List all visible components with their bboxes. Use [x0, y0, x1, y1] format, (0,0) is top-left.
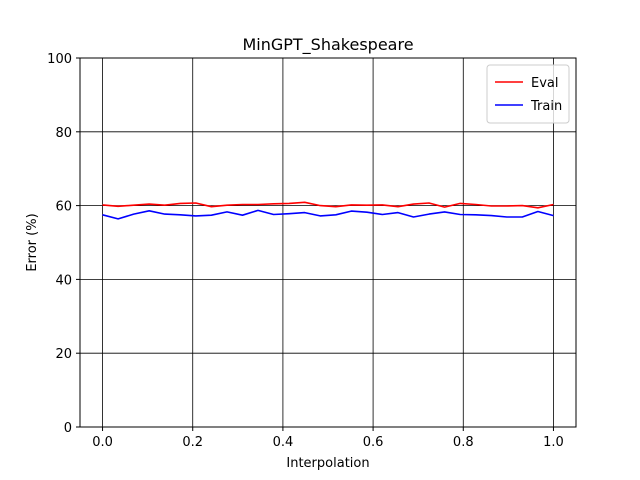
legend-frame	[486, 64, 570, 124]
x-tick-label: 0.4	[273, 435, 294, 450]
series-layer	[102, 201, 554, 220]
x-tick-label: 0.6	[363, 435, 384, 450]
legend: Eval Train	[486, 64, 570, 124]
x-tick-label: 1.0	[543, 435, 564, 450]
x-axis-ticks: 0.0 0.2 0.4 0.6 0.8 1.0	[92, 427, 564, 450]
x-axis-label: Interpolation	[286, 456, 369, 471]
y-axis-label: Error (%)	[25, 213, 40, 271]
plot-frame	[79, 57, 577, 428]
y-tick-label: 0	[64, 421, 72, 436]
y-axis-ticks: 0 20 40 60 80 100	[47, 52, 80, 436]
x-tick-label: 0.0	[92, 435, 113, 450]
x-tick-label: 0.8	[453, 435, 474, 450]
x-tick-label: 0.2	[182, 435, 203, 450]
chart-title: MinGPT_Shakespeare	[242, 35, 413, 55]
series-line-eval	[102, 201, 554, 209]
y-tick-label: 80	[55, 126, 72, 141]
y-tick-label: 40	[55, 273, 72, 288]
y-tick-label: 100	[47, 52, 72, 67]
series-line-train	[102, 209, 554, 220]
y-tick-label: 60	[55, 200, 72, 215]
legend-label-train: Train	[530, 99, 562, 114]
legend-label-eval: Eval	[531, 76, 559, 91]
y-tick-label: 20	[55, 347, 72, 362]
